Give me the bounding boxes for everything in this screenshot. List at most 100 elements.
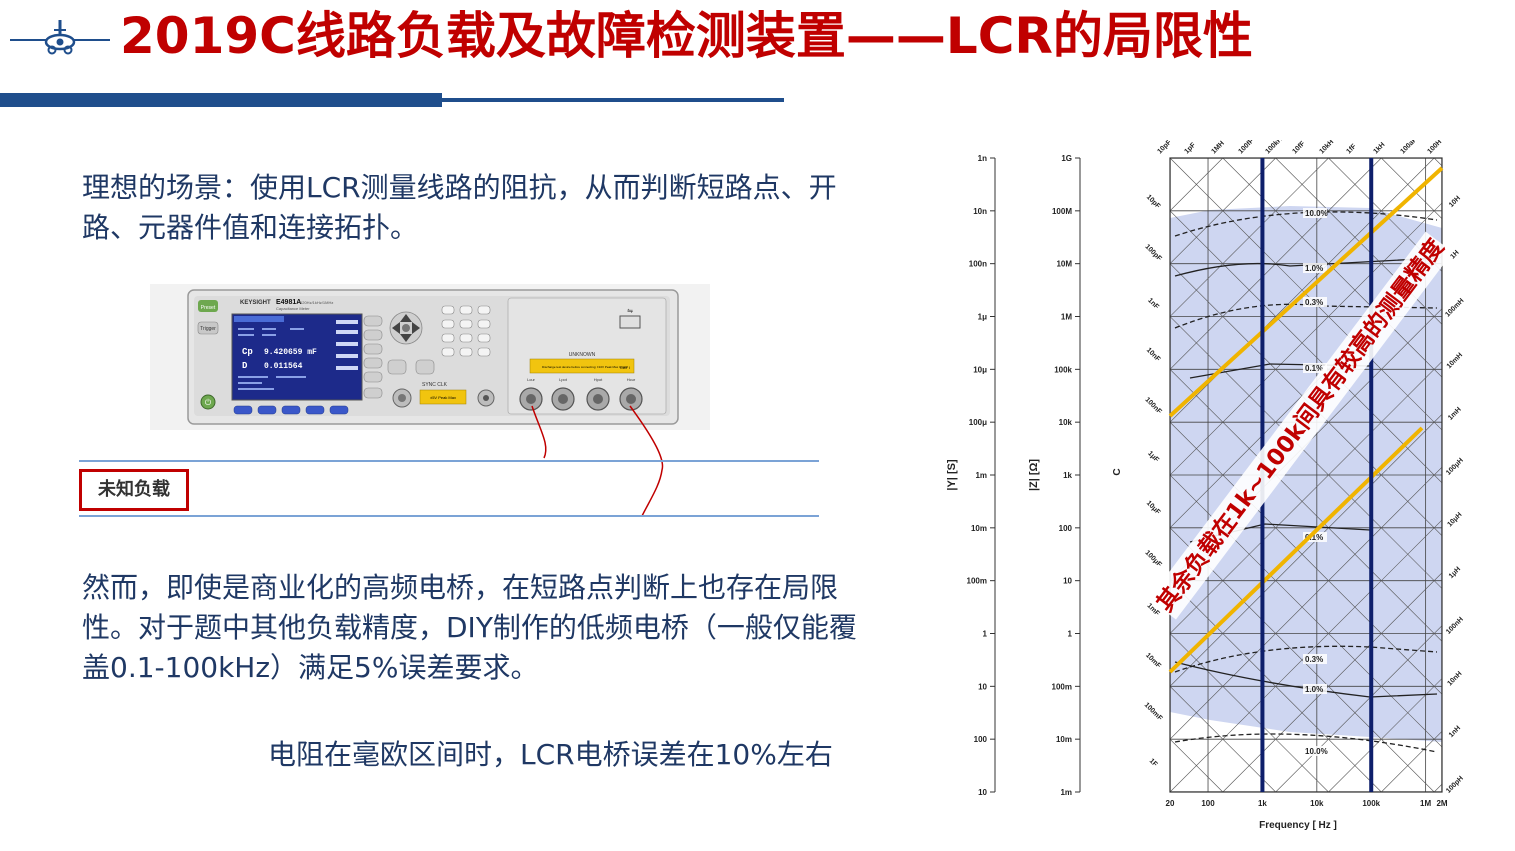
z-tick-label: 10k <box>1059 418 1073 427</box>
z-tick-label: 100k <box>1054 365 1072 374</box>
z-tick-label: 100m <box>1052 682 1072 691</box>
port-label-lpot: Lpot <box>559 377 568 382</box>
brand-label: KEYSIGHT <box>240 300 271 306</box>
airplane-logo <box>10 20 110 55</box>
model-sub2-label: Capacitance Meter <box>276 306 310 311</box>
mask-bottom <box>1170 792 1442 840</box>
limitation-text: 然而，即使是商业化的高频电桥，在短路点判断上也存在局限性。对于题中其他负载精度，… <box>82 571 857 684</box>
plot-frame-outline <box>1169 157 1443 793</box>
port-label-hpot: Hpot <box>594 377 603 382</box>
contour-10pct-top <box>1174 211 1438 237</box>
x-tick-label: 10k <box>1310 799 1324 808</box>
z-axis-title: |Z| [Ω] <box>1028 459 1040 491</box>
screen-d-value: 0.011564 <box>264 362 303 371</box>
contour-03pct-bottom <box>1174 645 1438 673</box>
y-tick-label: 10 <box>978 682 987 691</box>
grid-diagonal <box>1116 433 1475 793</box>
y-tick-label: 10 <box>978 788 987 797</box>
warning-text: Discharge test device before connecting;… <box>542 365 628 369</box>
y-tick-label: 1μ <box>978 313 987 322</box>
grid-diagonal <box>1222 539 1475 793</box>
y-tick-label: 1m <box>975 471 987 480</box>
port-label-lcur: Lcur <box>527 377 535 382</box>
cat-label: CAT I <box>620 365 630 370</box>
y-tick-label: 100n <box>969 260 987 269</box>
accuracy-label-bg <box>1303 532 1327 542</box>
z-tick-label: 100 <box>1059 524 1073 533</box>
y-tick-label: 10n <box>973 207 987 216</box>
z-tick-label: 10 <box>1063 577 1072 586</box>
trigger-key-label: Trigger <box>200 326 216 332</box>
milliohm-error-text: 电阻在毫欧区间时，LCR电桥误差在10%左右 <box>268 738 833 771</box>
model-sub-label: 120Hz/1kHz/1MHz <box>300 300 333 305</box>
power-icon: ⏻ <box>205 398 212 407</box>
mask-top <box>1170 140 1442 158</box>
unknown-load-tag: 未知负载 <box>79 469 189 511</box>
unknown-label: UNKNOWN <box>569 352 596 358</box>
y-tick-label: 100μ <box>969 418 987 427</box>
accuracy-label: 10.0% <box>1305 747 1328 756</box>
lcr-meter-illustration: Preset Trigger ⏻ KEYSIGHT E4981A 120Hz/1… <box>150 284 710 430</box>
accuracy-label: 1.0% <box>1305 264 1323 273</box>
screen-cp-value: 9.420659 mF <box>264 348 317 357</box>
accuracy-label-bg <box>1303 363 1327 373</box>
grid-diagonal <box>1275 592 1475 793</box>
title-underline-thin <box>442 98 784 102</box>
capacitance-label: 1F <box>1148 758 1159 769</box>
c-axis-title: C <box>1112 468 1123 475</box>
y-tick-label: 100m <box>967 577 987 586</box>
x-tick-label: 100k <box>1362 799 1380 808</box>
contour-10pct-bottom <box>1174 733 1438 753</box>
z-tick-label: 1M <box>1061 313 1072 322</box>
title-underline-thick <box>0 93 442 107</box>
y-tick-label: 1n <box>978 154 987 163</box>
x-tick-label: 1k <box>1258 799 1267 808</box>
accuracy-label-bg <box>1303 263 1327 273</box>
screen-d-label: D <box>242 361 248 371</box>
sync-clk-label: SYNC CLK <box>422 382 448 388</box>
y-tick-label: 1 <box>983 630 988 639</box>
accuracy-label-bg <box>1303 684 1327 694</box>
accuracy-label: 0.3% <box>1305 298 1323 307</box>
z-tick-label: 10M <box>1056 260 1072 269</box>
port-label-hcur: Hcur <box>627 377 636 382</box>
y-tick-label: 10μ <box>973 365 987 374</box>
accuracy-label: 0.1% <box>1305 533 1323 542</box>
annotation-banner <box>1148 231 1453 620</box>
model-label: E4981A <box>276 299 301 306</box>
x-axis-title: Frequency [ Hz ] <box>1259 820 1337 831</box>
accuracy-label-bg <box>1303 654 1327 664</box>
accuracy-label: 10.0% <box>1305 209 1328 218</box>
accuracy-label: 0.1% <box>1305 364 1323 373</box>
x-tick-label: 2M <box>1436 799 1447 808</box>
grid-diagonal <box>1328 645 1475 793</box>
y-tick-label: 100 <box>974 735 988 744</box>
ideal-scenario-text: 理想的场景：使用LCR测量线路的阻抗，从而判断短路点、开路、元器件值和连接拓扑。 <box>82 171 837 244</box>
z-tick-label: 1G <box>1061 154 1072 163</box>
y-axis-title: |Y| [S] <box>946 459 958 491</box>
z-tick-label: 10m <box>1056 735 1072 744</box>
accuracy-label: 0.3% <box>1305 655 1323 664</box>
mask-left <box>905 140 1170 840</box>
yellow-diagonal-upper <box>1168 166 1444 418</box>
probe-wires <box>531 405 664 517</box>
mask-right <box>1442 140 1475 840</box>
x-tick-label: 100 <box>1201 799 1215 808</box>
usb-icon: ⇋ <box>627 307 633 315</box>
yellow-diagonal-lower <box>1168 426 1424 674</box>
z-tick-label: 1k <box>1063 471 1072 480</box>
x-tick-label: 1M <box>1420 799 1431 808</box>
accuracy-label-bg <box>1303 297 1327 307</box>
z-tick-label: 1m <box>1060 788 1072 797</box>
bnc-ports <box>519 387 643 411</box>
accuracy-label-bg <box>1303 746 1327 756</box>
page-title: 2019C线路负载及故障检测装置——LCR的局限性 <box>120 7 1253 65</box>
transmission-line-top <box>79 460 819 462</box>
lcr-accuracy-chart: 10.0% 1.0% 0.3% 0.1% 0.1% 0.3% 1.0% 10.0% 20 100 1… <box>905 140 1475 840</box>
y-tick-label: 10m <box>971 524 987 533</box>
grid-diagonal <box>1275 157 1475 358</box>
accuracy-label-bg <box>1303 208 1327 218</box>
z-tick-label: 100M <box>1052 207 1072 216</box>
contour-1pct-bottom <box>1174 661 1438 698</box>
x-tick-label: 20 <box>1166 799 1175 808</box>
